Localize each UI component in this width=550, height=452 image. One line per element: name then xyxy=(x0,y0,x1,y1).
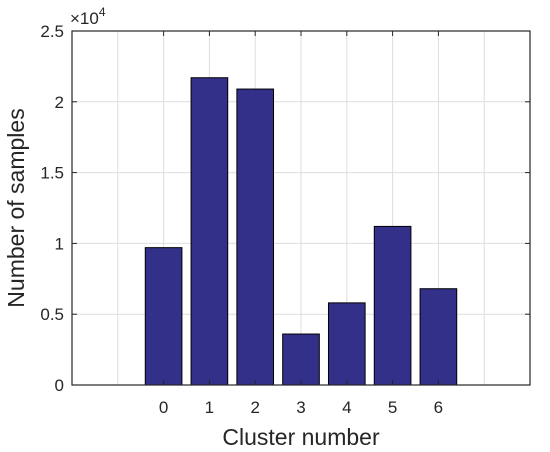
bar-cluster-2 xyxy=(236,88,275,386)
y-tick-label: 1.5 xyxy=(40,164,64,183)
bar-cluster-6 xyxy=(419,288,458,386)
bar-cluster-4 xyxy=(327,302,366,386)
x-axis-title: Cluster number xyxy=(222,424,380,450)
y-multiplier-exponent: 4 xyxy=(99,5,106,19)
y-tick-label: 2.5 xyxy=(40,22,64,41)
x-tick-label: 4 xyxy=(342,398,351,417)
x-tick-labels: 0 1 2 3 4 5 6 xyxy=(159,398,443,417)
y-multiplier-base: ×10 xyxy=(70,9,99,28)
y-axis-title: Number of samples xyxy=(3,108,29,307)
y-tick-label: 1 xyxy=(55,234,64,253)
bar-cluster-5 xyxy=(373,225,412,386)
bar-cluster-0 xyxy=(144,247,183,386)
y-tick-label: 0.5 xyxy=(40,305,64,324)
bar-cluster-3 xyxy=(282,333,320,386)
y-tick-labels: 0 0.5 1 1.5 2 2.5 xyxy=(40,22,64,395)
y-tick-label: 0 xyxy=(55,376,64,395)
bar-cluster-1 xyxy=(190,77,229,386)
x-tick-label: 3 xyxy=(296,398,305,417)
x-tick-label: 5 xyxy=(388,398,397,417)
grid-lines xyxy=(72,31,530,385)
bars xyxy=(144,77,458,386)
tick-marks xyxy=(72,30,530,386)
x-tick-label: 2 xyxy=(250,398,259,417)
x-tick-label: 1 xyxy=(205,398,214,417)
x-tick-label: 6 xyxy=(434,398,443,417)
y-axis-multiplier: ×104 xyxy=(70,5,106,28)
x-tick-label: 0 xyxy=(159,398,168,417)
y-tick-label: 2 xyxy=(55,93,64,112)
